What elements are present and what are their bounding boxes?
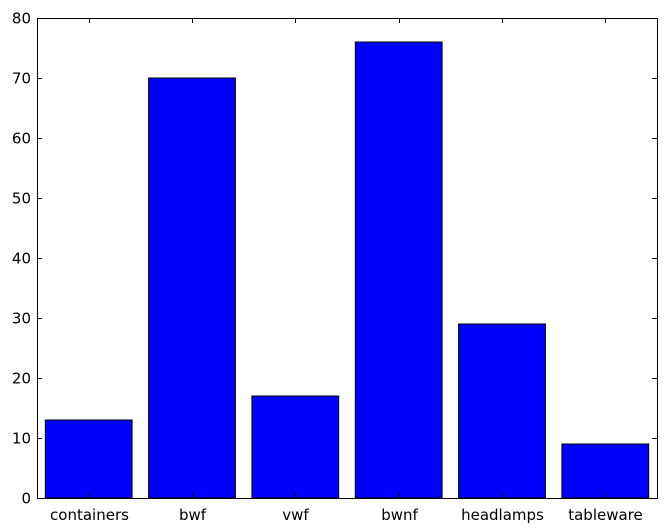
plot-frame [37, 18, 658, 499]
y-axis: 0 10 20 30 40 50 60 70 80 [12, 10, 657, 508]
y-tick-label: 20 [12, 370, 31, 388]
bar-bwnf [354, 41, 443, 499]
bar-headlamps [458, 323, 546, 499]
bar-tableware [561, 443, 650, 499]
x-tick-label-bwf: bwf [179, 506, 207, 524]
bar-bwf [148, 77, 236, 499]
bars-group [44, 41, 650, 499]
y-tick-label: 70 [12, 70, 31, 88]
x-axis: containers bwf vwf bwnf headlamps tableware [50, 18, 643, 524]
x-tick-label-headlamps: headlamps [461, 506, 544, 524]
y-tick-label: 80 [12, 10, 31, 28]
y-tick-label: 60 [12, 130, 31, 148]
bar-vwf [251, 395, 340, 499]
y-tick-label: 0 [21, 490, 31, 508]
bar-containers [44, 419, 133, 499]
x-tick-label-vwf: vwf [282, 506, 309, 524]
y-tick-label: 10 [12, 430, 31, 448]
y-tick-label: 30 [12, 310, 31, 328]
x-tick-label-bwnf: bwnf [381, 506, 418, 524]
x-tick-label-tableware: tableware [568, 506, 643, 524]
y-tick-label: 50 [12, 190, 31, 208]
x-tick-label-containers: containers [50, 506, 129, 524]
y-tick-label: 40 [12, 250, 31, 268]
